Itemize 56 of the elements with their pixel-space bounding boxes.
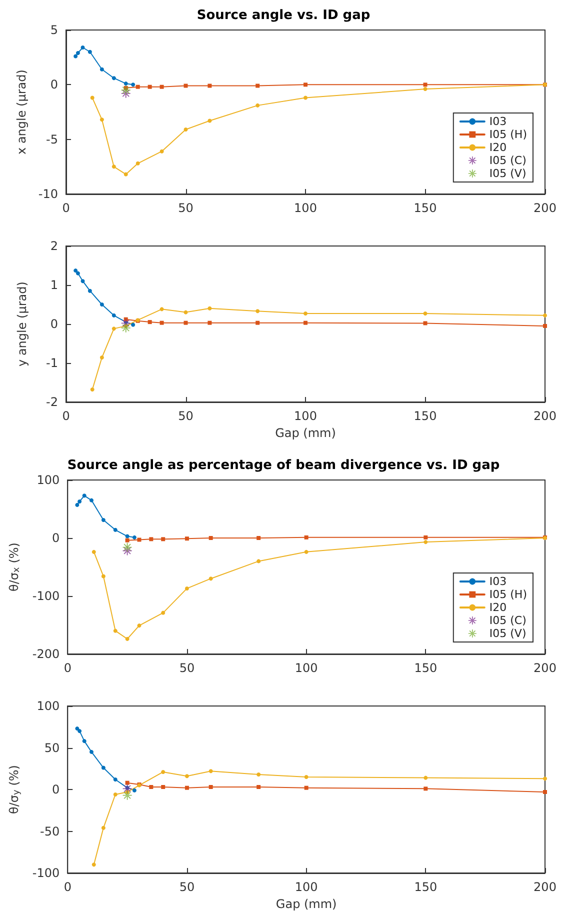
y-tick-label: 1 xyxy=(50,278,58,292)
legend-label: I03 xyxy=(489,575,507,588)
x-tick-label: 50 xyxy=(178,409,194,423)
y-tick-label: 5 xyxy=(50,23,58,37)
y-tick-label: 50 xyxy=(44,740,60,755)
x-tick-label: 0 xyxy=(64,661,72,675)
y-tick-label: -2 xyxy=(46,395,58,409)
y-axis-title: θ/σy (%) xyxy=(7,765,22,814)
y-tick-label: 2 xyxy=(50,239,58,253)
x-tick-label: 50 xyxy=(178,201,194,215)
x-tick-label: 0 xyxy=(62,409,70,423)
y-axis-title: y angle (μrad) xyxy=(15,282,29,366)
x-tick-label: 150 xyxy=(414,880,438,894)
y-tick-label: -50 xyxy=(40,824,60,838)
legend-label: I05 (V) xyxy=(489,167,526,180)
x-tick-label: 100 xyxy=(294,409,317,423)
y-tick-label: -100 xyxy=(32,866,60,880)
x-axis-title: Gap (mm) xyxy=(275,426,336,440)
x-tick-label: 150 xyxy=(414,661,438,675)
legend-label: I05 (V) xyxy=(489,627,526,640)
x-tick-label: 50 xyxy=(179,661,195,675)
x-tick-label: 0 xyxy=(62,201,70,215)
x-tick-label: 50 xyxy=(179,880,195,894)
x-tick-label: 0 xyxy=(64,880,72,894)
y-tick-label: -200 xyxy=(32,647,60,661)
x-tick-label: 200 xyxy=(534,880,556,894)
legend-label: I03 xyxy=(489,115,507,128)
y-tick-label: 0 xyxy=(50,317,58,331)
x-tick-label: 200 xyxy=(534,661,556,675)
y-tick-label: -1 xyxy=(46,356,58,370)
y-tick-label: -5 xyxy=(46,132,58,146)
y-tick-label: 100 xyxy=(36,473,60,487)
legend-label: I20 xyxy=(489,141,507,154)
y-tick-label: 0 xyxy=(52,531,60,545)
x-tick-label: 150 xyxy=(414,201,437,215)
legend-label: I05 (H) xyxy=(489,588,527,601)
x-tick-label: 100 xyxy=(294,201,317,215)
chart-title: Source angle as percentage of beam divergence vs. ID gap xyxy=(67,458,500,473)
x-axis-title: Gap (mm) xyxy=(276,896,337,911)
y-axis-title: θ/σx (%) xyxy=(7,542,22,592)
y-tick-label: 100 xyxy=(36,699,60,713)
legend-label: I20 xyxy=(489,601,507,614)
legend-label: I05 (C) xyxy=(489,154,526,167)
y-tick-label: 0 xyxy=(52,782,60,796)
x-tick-label: 150 xyxy=(414,409,437,423)
x-tick-label: 200 xyxy=(534,201,556,215)
y-tick-label: 0 xyxy=(50,78,58,92)
y-axis-title: x angle (μrad) xyxy=(14,70,28,154)
legend-label: I05 (H) xyxy=(489,128,527,141)
y-tick-label: -10 xyxy=(38,187,58,201)
legend-label: I05 (C) xyxy=(489,614,526,627)
chart-title: Source angle vs. ID gap xyxy=(196,8,370,23)
y-tick-label: -100 xyxy=(32,589,60,603)
x-tick-label: 100 xyxy=(294,880,318,894)
x-tick-label: 200 xyxy=(534,409,556,423)
x-tick-label: 100 xyxy=(294,661,318,675)
